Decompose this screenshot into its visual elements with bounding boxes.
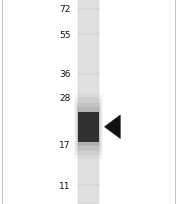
Text: 72: 72 bbox=[59, 5, 71, 14]
Bar bbox=[77, 108, 100, 146]
Bar bbox=[76, 103, 101, 151]
Bar bbox=[75, 99, 102, 155]
Text: 17: 17 bbox=[59, 140, 71, 149]
Text: 11: 11 bbox=[59, 181, 71, 190]
Polygon shape bbox=[104, 115, 120, 139]
Text: 28: 28 bbox=[59, 94, 71, 102]
Text: 55: 55 bbox=[59, 31, 71, 39]
Bar bbox=[78, 112, 99, 142]
Bar bbox=[78, 0, 99, 204]
Bar bbox=[74, 95, 103, 159]
Text: 36: 36 bbox=[59, 70, 71, 79]
